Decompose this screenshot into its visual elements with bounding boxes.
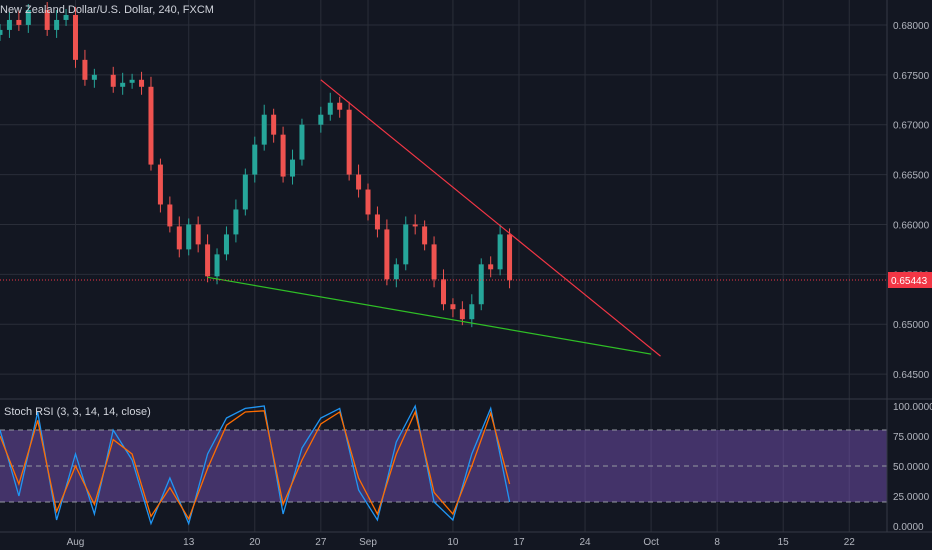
- candle[interactable]: [63, 14, 69, 20]
- candle[interactable]: [261, 114, 267, 145]
- time-tick-label: 8: [714, 537, 720, 548]
- time-axis[interactable]: Aug 13 20 27 Sep 10 17 24 Oct 8 15 22: [67, 537, 856, 548]
- candle[interactable]: [384, 229, 390, 280]
- price-tick-label: 0.66000: [893, 220, 930, 231]
- last-price-tag-bg: [888, 271, 932, 288]
- price-tick-label: 0.67500: [893, 71, 930, 82]
- last-price-tag: 0.65443: [888, 271, 932, 288]
- candle[interactable]: [271, 114, 277, 135]
- price-tick-label: 0.64500: [893, 370, 930, 381]
- candle[interactable]: [299, 124, 305, 160]
- time-tick-label: 22: [844, 537, 856, 548]
- candles[interactable]: [0, 1, 513, 328]
- time-tick-label: 27: [315, 537, 327, 548]
- candle[interactable]: [157, 164, 163, 205]
- candle[interactable]: [469, 304, 475, 320]
- candle[interactable]: [6, 19, 12, 30]
- candle[interactable]: [16, 19, 22, 25]
- indicator-axis[interactable]: 0.0000 25.0000 50.0000 75.0000 100.0000: [893, 402, 932, 533]
- price-tick-label: 0.65000: [893, 320, 930, 331]
- time-tick-label: Oct: [643, 537, 659, 548]
- last-price-label: 0.65443: [891, 276, 928, 287]
- time-tick-label: Sep: [359, 537, 377, 548]
- price-grid: [0, 0, 887, 532]
- candle[interactable]: [252, 144, 258, 175]
- candle[interactable]: [346, 109, 352, 175]
- candle[interactable]: [356, 174, 362, 190]
- time-tick-label: 13: [183, 537, 195, 548]
- indicator-tick-label: 50.0000: [893, 462, 930, 473]
- candle[interactable]: [110, 74, 116, 87]
- candle[interactable]: [497, 234, 503, 270]
- time-tick-label: Aug: [67, 537, 85, 548]
- candle[interactable]: [242, 174, 248, 210]
- candle[interactable]: [280, 134, 286, 177]
- time-tick-label: 20: [249, 537, 261, 548]
- trendline[interactable]: [320, 79, 661, 357]
- candle[interactable]: [91, 74, 97, 80]
- candle[interactable]: [148, 86, 154, 165]
- candle[interactable]: [488, 264, 494, 270]
- candle[interactable]: [422, 226, 428, 245]
- candle[interactable]: [337, 102, 343, 110]
- candle[interactable]: [290, 159, 296, 177]
- candle[interactable]: [327, 102, 333, 115]
- candle[interactable]: [186, 224, 192, 250]
- time-tick-label: 24: [579, 537, 591, 548]
- candle[interactable]: [72, 14, 78, 60]
- candle[interactable]: [478, 264, 484, 305]
- indicator-tick-label: 0.0000: [893, 522, 924, 533]
- candle[interactable]: [403, 224, 409, 265]
- candle[interactable]: [139, 79, 145, 87]
- candle[interactable]: [318, 114, 324, 125]
- price-tick-label: 0.67000: [893, 121, 930, 132]
- time-tick-label: 10: [447, 537, 459, 548]
- candle[interactable]: [365, 189, 371, 215]
- candle[interactable]: [431, 244, 437, 280]
- candle[interactable]: [393, 264, 399, 280]
- candle[interactable]: [507, 234, 513, 281]
- time-tick-label: 17: [513, 537, 525, 548]
- candle[interactable]: [374, 214, 380, 230]
- price-tick-label: 0.68000: [893, 21, 930, 32]
- candle[interactable]: [44, 9, 50, 30]
- candle[interactable]: [25, 9, 31, 25]
- candle[interactable]: [412, 224, 418, 227]
- candle[interactable]: [205, 244, 211, 277]
- candle[interactable]: [120, 82, 126, 87]
- candle[interactable]: [233, 209, 239, 235]
- trendlines[interactable]: [207, 79, 661, 357]
- indicator-tick-label: 75.0000: [893, 432, 930, 443]
- candle[interactable]: [441, 279, 446, 305]
- candle[interactable]: [167, 204, 173, 227]
- indicator-tick-label: 100.0000: [893, 402, 932, 413]
- time-tick-label: 15: [778, 537, 790, 548]
- indicator-title: Stoch RSI (3, 3, 14, 14, close): [4, 406, 151, 418]
- indicator-tick-label: 25.0000: [893, 492, 930, 503]
- stoch-line: [0, 409, 511, 521]
- candle[interactable]: [450, 304, 456, 310]
- candle[interactable]: [82, 59, 88, 80]
- candle[interactable]: [176, 226, 182, 250]
- stoch-rsi-lines: [0, 404, 511, 526]
- stoch-band: [0, 429, 887, 503]
- candle[interactable]: [0, 29, 3, 35]
- candle[interactable]: [214, 254, 220, 277]
- trendline[interactable]: [207, 276, 652, 355]
- chart-title: New Zealand Dollar/U.S. Dollar, 240, FXC…: [0, 4, 214, 16]
- candle[interactable]: [195, 224, 201, 245]
- candle[interactable]: [129, 79, 135, 83]
- candle[interactable]: [223, 234, 229, 255]
- price-tick-label: 0.66500: [893, 171, 930, 182]
- candle[interactable]: [459, 309, 465, 320]
- candle[interactable]: [54, 19, 60, 30]
